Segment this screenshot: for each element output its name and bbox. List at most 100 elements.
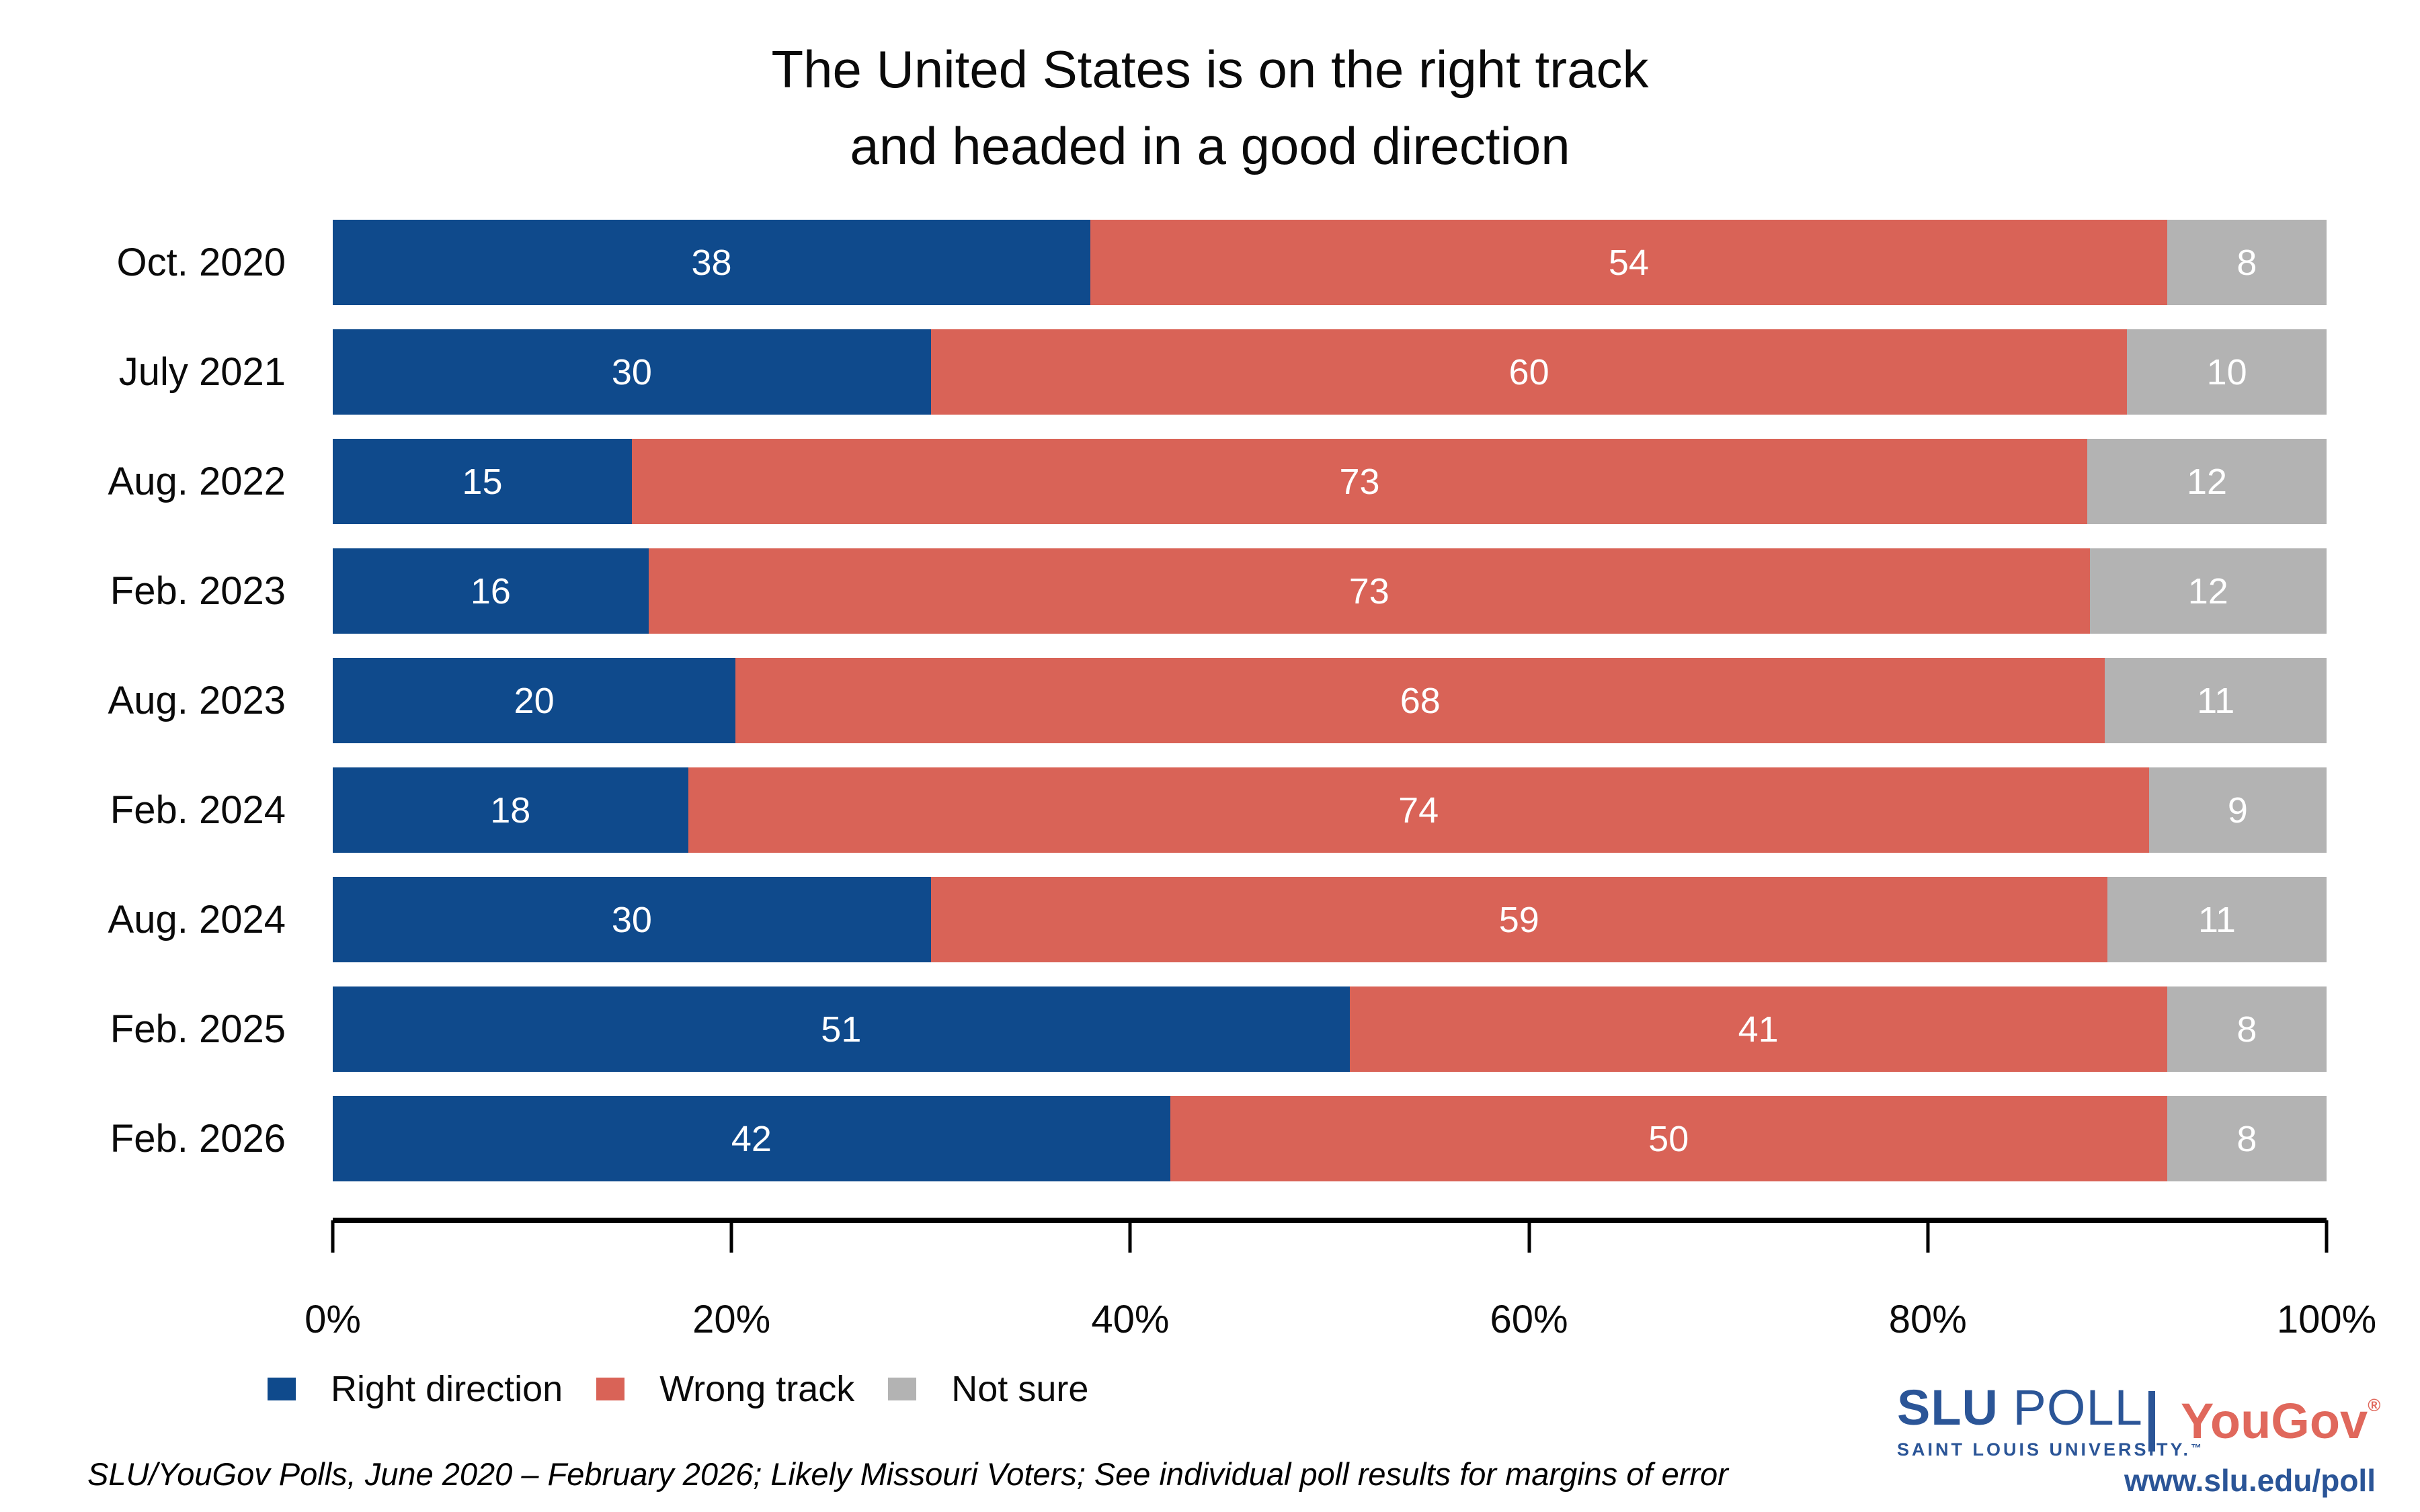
stacked-bar: 20 68 11 <box>333 658 2327 743</box>
bar-value-label: 38 <box>691 242 732 283</box>
chart-row: Aug. 2022 15 73 12 <box>0 439 2327 524</box>
bar-segment-right-direction: 20 <box>333 658 736 743</box>
bar-value-label: 60 <box>1508 351 1549 392</box>
bar-segment-wrong-track: 50 <box>1170 1096 2167 1181</box>
x-axis-tick-label: 60% <box>1490 1298 1568 1341</box>
bar-segment-wrong-track: 68 <box>735 658 2105 743</box>
chart-row: Aug. 2024 30 59 11 <box>0 877 2327 962</box>
stacked-bar: 16 73 12 <box>333 548 2327 634</box>
yougov-wordmark: YouGov <box>2181 1393 2368 1449</box>
row-label: Feb. 2023 <box>110 569 286 613</box>
slu-university-subtitle: SAINT LOUIS UNIVERSITY.™ <box>1897 1439 2202 1460</box>
x-axis-tick <box>1128 1220 1132 1253</box>
chart-title-line1: The United States is on the right track <box>771 40 1649 99</box>
x-axis-tick <box>729 1220 733 1253</box>
bar-value-label: 73 <box>1339 461 1380 502</box>
x-axis-tick-label: 0% <box>305 1298 361 1341</box>
slu-poll-url: www.slu.edu/poll <box>2124 1463 2376 1498</box>
bar-value-label: 12 <box>2187 571 2228 612</box>
bar-segment-wrong-track: 60 <box>930 329 2128 415</box>
bar-value-label: 51 <box>821 1009 862 1050</box>
x-axis-tick <box>1926 1220 1930 1253</box>
bar-value-label: 12 <box>2186 461 2228 502</box>
bar-value-label: 8 <box>2236 1009 2257 1050</box>
stacked-bar: 15 73 12 <box>333 439 2327 524</box>
bar-segment-not-sure: 10 <box>2127 329 2327 415</box>
trademark-symbol: ™ <box>2191 1443 2202 1454</box>
legend-item: Right direction <box>268 1368 563 1410</box>
bar-segment-wrong-track: 74 <box>688 767 2149 853</box>
stacked-bar: 42 50 8 <box>333 1096 2327 1181</box>
legend-item: Wrong track <box>596 1368 854 1410</box>
x-axis-tick-label: 100% <box>2276 1298 2377 1341</box>
chart-row: Aug. 2023 20 68 11 <box>0 658 2327 743</box>
row-label: July 2021 <box>118 350 286 394</box>
chart-rows: Oct. 2020 38 54 8 July 2021 30 60 10 Aug. 2022 15… <box>0 220 2327 1206</box>
x-axis-tick <box>2325 1220 2329 1253</box>
bar-segment-right-direction: 15 <box>333 439 632 524</box>
row-label: Oct. 2020 <box>116 241 286 284</box>
x-axis: 0% 20% 40% 60% 80% 100% <box>305 1218 2376 1352</box>
legend: Right direction Wrong track Not sure <box>268 1368 1088 1410</box>
bar-segment-wrong-track: 73 <box>648 548 2090 634</box>
bar-segment-not-sure: 8 <box>2167 220 2327 305</box>
bar-value-label: 68 <box>1400 680 1441 721</box>
legend-label: Wrong track <box>659 1369 855 1409</box>
yougov-logo: YouGov® <box>2181 1392 2380 1450</box>
bar-segment-not-sure: 12 <box>2089 548 2327 634</box>
chart-title: The United States is on the right track … <box>0 31 2420 184</box>
bar-value-label: 42 <box>731 1118 772 1159</box>
bar-segment-right-direction: 18 <box>333 767 688 853</box>
bar-value-label: 41 <box>1738 1009 1779 1050</box>
bar-value-label: 59 <box>1498 899 1539 940</box>
slu-poll-wordmark-rest: POLL <box>1999 1380 2143 1435</box>
x-axis-tick <box>331 1220 335 1253</box>
stacked-bar: 30 59 11 <box>333 877 2327 962</box>
legend-label: Right direction <box>331 1369 563 1409</box>
chart-row: July 2021 30 60 10 <box>0 329 2327 415</box>
bar-segment-not-sure: 8 <box>2167 986 2327 1072</box>
bar-segment-wrong-track: 41 <box>1349 986 2167 1072</box>
bar-segment-not-sure: 8 <box>2167 1096 2327 1181</box>
row-label: Aug. 2022 <box>108 460 286 503</box>
bar-value-label: 8 <box>2236 242 2257 283</box>
row-label: Feb. 2024 <box>110 788 286 832</box>
x-axis-tick <box>1527 1220 1531 1253</box>
chart-row: Feb. 2023 16 73 12 <box>0 548 2327 634</box>
bar-segment-wrong-track: 73 <box>631 439 2088 524</box>
bar-value-label: 11 <box>2197 680 2235 721</box>
bar-value-label: 11 <box>2197 899 2236 940</box>
bar-value-label: 50 <box>1648 1118 1689 1159</box>
bar-segment-not-sure: 11 <box>2105 658 2327 743</box>
bar-value-label: 8 <box>2236 1118 2257 1159</box>
legend-label: Not sure <box>951 1369 1089 1409</box>
slu-poll-wordmark-bold: SLU <box>1897 1380 1999 1435</box>
source-note: SLU/YouGov Polls, June 2020 – February 2… <box>87 1456 1728 1492</box>
bar-segment-not-sure: 12 <box>2087 439 2327 524</box>
row-label: Feb. 2026 <box>110 1117 286 1161</box>
chart-row: Oct. 2020 38 54 8 <box>0 220 2327 305</box>
bar-value-label: 15 <box>462 461 503 502</box>
bar-segment-not-sure: 9 <box>2148 767 2327 853</box>
bar-value-label: 20 <box>514 680 555 721</box>
slu-university-text: SAINT LOUIS UNIVERSITY. <box>1897 1439 2191 1460</box>
row-label: Aug. 2023 <box>108 679 286 722</box>
bar-segment-right-direction: 51 <box>333 986 1350 1072</box>
registered-symbol: ® <box>2368 1395 2381 1415</box>
bar-value-label: 54 <box>1608 242 1649 283</box>
bar-segment-right-direction: 30 <box>333 877 931 962</box>
bar-segment-right-direction: 16 <box>333 548 649 634</box>
bar-segment-right-direction: 42 <box>333 1096 1170 1181</box>
chart-row: Feb. 2025 51 41 8 <box>0 986 2327 1072</box>
stacked-bar: 18 74 9 <box>333 767 2327 853</box>
bar-value-label: 74 <box>1398 790 1439 831</box>
slu-poll-wordmark: SLU POLL <box>1897 1383 2202 1433</box>
stacked-bar: 38 54 8 <box>333 220 2327 305</box>
chart-title-line2: and headed in a good direction <box>850 116 1570 175</box>
bar-segment-not-sure: 11 <box>2107 877 2327 962</box>
bar-segment-wrong-track: 59 <box>930 877 2107 962</box>
legend-item: Not sure <box>888 1368 1088 1410</box>
x-axis-tick-label: 40% <box>1091 1298 1170 1341</box>
bar-segment-wrong-track: 54 <box>1090 220 2167 305</box>
bar-value-label: 9 <box>2227 790 2248 831</box>
